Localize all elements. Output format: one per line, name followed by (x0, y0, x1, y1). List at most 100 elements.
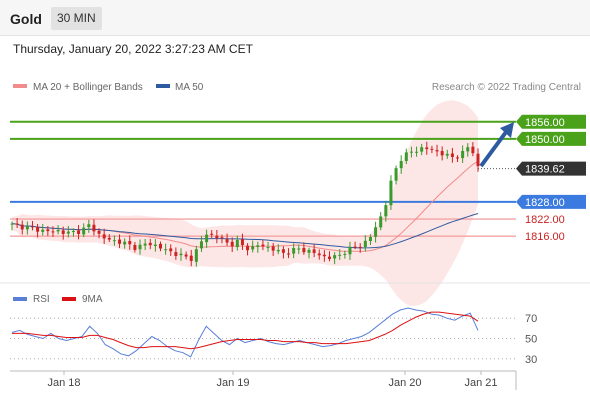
timeframe-button[interactable]: 30 MIN (51, 7, 102, 30)
candle (368, 234, 372, 245)
candle (409, 146, 413, 158)
candle (440, 146, 444, 161)
candle (430, 145, 434, 154)
moving-averages (11, 160, 479, 252)
candle (174, 247, 178, 260)
candle (302, 242, 306, 255)
candle (358, 243, 362, 253)
candle (112, 235, 116, 246)
candle (82, 223, 86, 238)
candle (276, 244, 280, 255)
rsi-line (11, 307, 479, 358)
candle (399, 155, 403, 174)
candle (61, 226, 65, 240)
candle (271, 242, 275, 256)
arrow-head (500, 122, 514, 139)
candle (246, 243, 250, 256)
price-level-labels: 1856.00 1850.00 1839.62 1828.00 1822.00 1816.… (516, 114, 586, 243)
support-label-text-5: 1816.00 (525, 231, 565, 243)
candle (327, 251, 331, 262)
candle (292, 243, 296, 259)
candle (333, 252, 337, 265)
candle (266, 241, 270, 252)
candle (128, 235, 132, 250)
candle (179, 248, 183, 261)
candle (374, 221, 378, 243)
candle (46, 225, 50, 236)
candle (87, 219, 91, 233)
candle (199, 236, 203, 252)
candle (322, 250, 326, 262)
x-axis: Jan 18 Jan 19 Jan 20 Jan 21 (47, 371, 498, 389)
ma50-line (11, 213, 479, 249)
ma50-legend-label: MA 50 (175, 82, 204, 93)
candle (92, 219, 96, 236)
candle (41, 223, 45, 236)
candle (343, 250, 347, 259)
price-tag-text-3: 1828.00 (525, 197, 565, 209)
candle (415, 146, 419, 157)
candle (435, 144, 439, 157)
rsi-legend: RSI 9MA (13, 294, 103, 305)
candle (384, 200, 388, 222)
candle (471, 142, 475, 157)
candle (143, 239, 147, 251)
candle (261, 239, 265, 251)
candle (404, 148, 408, 165)
candle (15, 217, 19, 228)
candle (389, 175, 393, 210)
rsi-legend-swatch (13, 297, 27, 301)
candle (235, 235, 239, 251)
candle (51, 226, 55, 237)
candle (148, 238, 152, 250)
candle (118, 234, 122, 249)
candle (56, 225, 60, 235)
candle (153, 239, 157, 252)
candle (353, 241, 357, 250)
candle (210, 230, 214, 239)
rsi-ma-line (12, 311, 479, 350)
rsi-tick-70: 70 (525, 313, 537, 325)
candle (205, 229, 209, 248)
candle (251, 240, 255, 253)
ma50-legend-swatch (156, 84, 170, 88)
rsi-ma-legend-label: 9MA (82, 294, 103, 305)
candle (461, 145, 465, 163)
rsi-tick-50: 50 (525, 334, 537, 346)
candle (194, 245, 198, 267)
x-tick-label: Jan 19 (216, 377, 249, 389)
rsi-ma-legend-swatch (62, 297, 76, 301)
price-label-support-4: 1822.00 (525, 214, 565, 226)
x-tick-label: Jan 20 (388, 377, 421, 389)
candle (36, 223, 40, 238)
candle (25, 221, 29, 235)
candle (379, 212, 383, 231)
candle (71, 228, 75, 237)
candle (363, 235, 367, 252)
candle (189, 249, 193, 267)
candle (169, 244, 173, 256)
ma20-legend-label: MA 20 + Bollinger Bands (33, 82, 143, 93)
candle (225, 233, 229, 246)
forecast-arrow (479, 122, 514, 168)
chart-legend: MA 20 + Bollinger Bands MA 50 Research ©… (13, 82, 581, 93)
price-label-support-5: 1816.00 (525, 231, 565, 243)
price-tag-0 (516, 114, 586, 129)
price-label-last-2: 1839.62 (516, 161, 586, 176)
price-label-pivot-3: 1828.00 (516, 194, 586, 209)
candlesticks (10, 141, 480, 267)
candle (159, 241, 163, 252)
candle (230, 237, 234, 252)
price-label-resistance-0: 1856.00 (516, 114, 586, 129)
candle (77, 225, 81, 240)
candle (466, 143, 470, 157)
candle (102, 228, 106, 244)
candle (476, 148, 480, 172)
candle (10, 221, 14, 231)
candle (425, 141, 429, 155)
candle (215, 229, 219, 244)
x-tick-label: Jan 18 (47, 377, 80, 389)
candle (66, 225, 70, 238)
bollinger-band-fill (12, 100, 478, 306)
support-label-text-4: 1822.00 (525, 214, 565, 226)
